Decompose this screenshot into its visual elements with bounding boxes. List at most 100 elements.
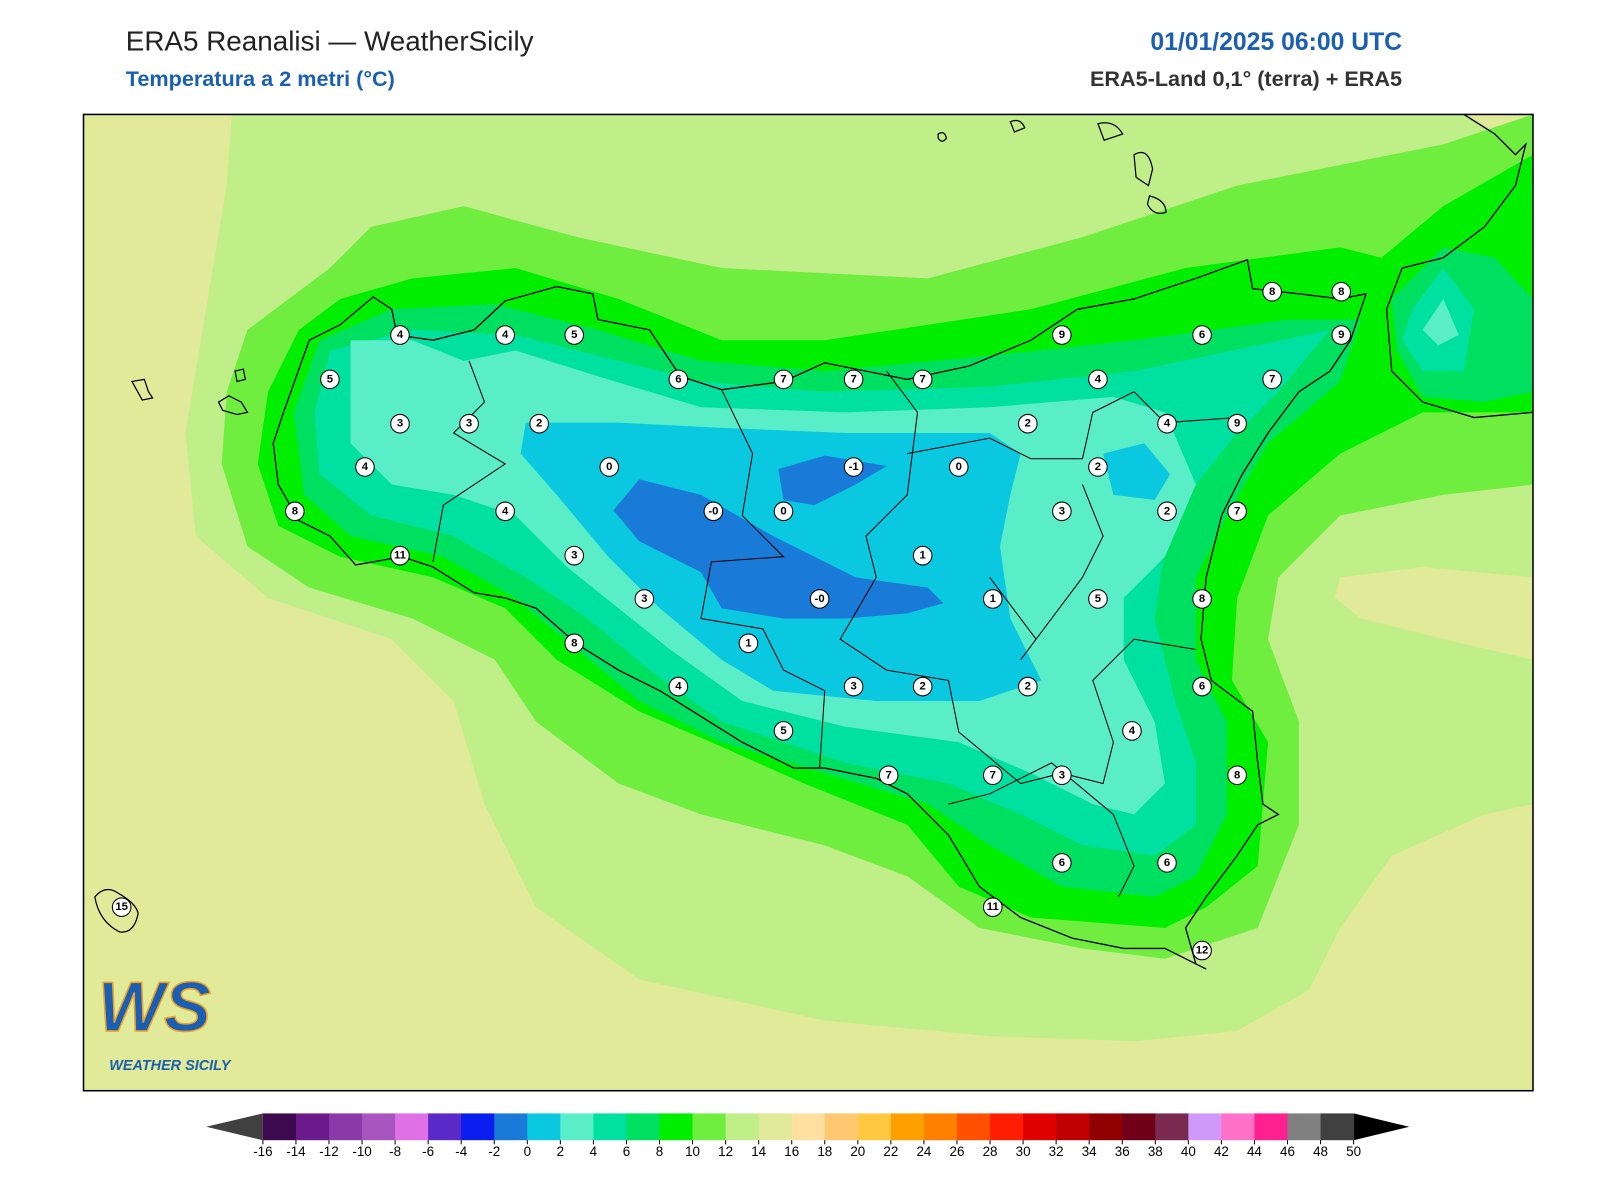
label-value: 12: [1196, 945, 1209, 957]
colorbar-tick-label: -8: [389, 1144, 401, 1159]
station-label: 7: [773, 369, 794, 390]
colorbar-swatch: [262, 1113, 297, 1141]
label-value: 4: [1164, 418, 1171, 430]
station-label: 3: [843, 676, 864, 697]
label-marker: [459, 413, 479, 434]
station-label: 2: [1157, 501, 1177, 522]
calabria-coastline: [1385, 114, 1533, 419]
station-label: 1: [982, 589, 1003, 609]
contour-band: [1422, 298, 1459, 346]
station-label: 8: [564, 633, 585, 654]
label-value: 11: [987, 901, 999, 913]
station-label: 5: [564, 325, 585, 345]
label-marker: [1227, 501, 1247, 522]
station-label: 7: [843, 369, 864, 390]
label-value: 7: [920, 373, 926, 385]
label-marker: [390, 545, 410, 566]
label-value: 5: [571, 329, 577, 341]
colorbar-swatch: [956, 1113, 991, 1141]
station-label: 0: [773, 501, 794, 522]
label-marker: [1088, 457, 1108, 477]
province-border: [700, 389, 826, 769]
label-value: 9: [1234, 418, 1240, 430]
station-label: -0: [703, 501, 724, 522]
colorbar: -16 -14 -12 -10 -8 -6 -4 -2 0 2 4 6 8 10 12 14 16 18 20 22 2…: [206, 1113, 1410, 1159]
label-value: 3: [1059, 505, 1065, 517]
colorbar-swatch: [295, 1113, 330, 1141]
label-value: 4: [1129, 725, 1136, 737]
colorbar-swatch: [692, 1113, 727, 1141]
label-value: 5: [1095, 593, 1101, 605]
station-label: 2: [912, 676, 933, 697]
station-label: 12: [1192, 940, 1212, 961]
colorbar-tick-label: -16: [253, 1144, 272, 1159]
label-marker: [1331, 281, 1352, 302]
colorbar-swatch: [890, 1113, 925, 1141]
station-label: 3: [1052, 765, 1072, 786]
colorbar-swatch: [1320, 1113, 1355, 1141]
colorbar-tick-label: 44: [1247, 1144, 1262, 1159]
colorbar-tick-label: -14: [286, 1144, 306, 1159]
colorbar-tick-label: -12: [319, 1144, 338, 1159]
label-marker: [912, 676, 933, 697]
station-label: -1: [843, 457, 864, 477]
label-value: 8: [1234, 769, 1240, 781]
colorbar-swatch: [659, 1113, 694, 1141]
temperature-field: [83, 114, 1533, 1091]
label-value: 6: [1199, 681, 1205, 693]
colorbar-swatch: [758, 1113, 793, 1141]
colorbar-tick-label: 38: [1148, 1144, 1163, 1159]
label-value: 0: [956, 461, 962, 473]
station-label: 9: [1052, 325, 1072, 345]
colorbar-tick-label: 48: [1313, 1144, 1328, 1159]
label-marker: [1052, 325, 1072, 345]
station-label: 5: [320, 369, 340, 390]
colorbar-swatch: [1254, 1113, 1289, 1141]
label-marker: [773, 501, 794, 522]
station-label: 2: [1018, 676, 1038, 697]
station-label: 6: [1052, 853, 1072, 873]
colorbar-swatch: [1221, 1113, 1255, 1141]
label-value: 4: [502, 329, 509, 341]
label-marker: [1227, 765, 1247, 786]
label-value: 7: [850, 373, 856, 385]
label-value: 4: [502, 505, 509, 517]
station-label: 15: [111, 897, 132, 918]
label-marker: [982, 765, 1003, 786]
label-marker: [285, 501, 305, 522]
label-marker: [738, 633, 759, 654]
colorbar-tick-label: 14: [751, 1144, 766, 1159]
label-value: 6: [1059, 857, 1065, 869]
label-value: 15: [115, 901, 128, 913]
colorbar-tick-label: 22: [883, 1144, 898, 1159]
colorbar-swatch: [725, 1113, 760, 1141]
label-value: 8: [1269, 286, 1275, 298]
label-value: 7: [990, 769, 996, 781]
colorbar-tick-label: -2: [488, 1144, 500, 1159]
label-marker: [809, 589, 830, 609]
colorbar-swatch: [1287, 1113, 1322, 1141]
station-label: 4: [495, 501, 515, 522]
colorbar-tick-label: -10: [352, 1144, 371, 1159]
label-value: 7: [1269, 373, 1275, 385]
label-value: 8: [292, 505, 298, 517]
logo: WS WEATHER SICILY: [97, 967, 232, 1074]
label-marker: [982, 589, 1003, 609]
colorbar-tick-label: -6: [422, 1144, 434, 1159]
station-label: 4: [1088, 369, 1108, 390]
province-border: [989, 484, 1104, 661]
label-value: 4: [362, 461, 369, 473]
label-value: 7: [1234, 505, 1240, 517]
colorbar-swatch: [461, 1113, 495, 1141]
colorbar-tick-label: -4: [455, 1144, 467, 1159]
label-marker: [1052, 765, 1072, 786]
label-marker: [1052, 501, 1072, 522]
label-marker: [1192, 676, 1212, 697]
label-marker: [1052, 853, 1072, 873]
label-value: 8: [1338, 286, 1344, 298]
map-frame: [82, 113, 1534, 1092]
colorbar-tick-label: 20: [850, 1144, 865, 1159]
colorbar-tick-label: 40: [1181, 1144, 1196, 1159]
label-value: 11: [394, 550, 406, 562]
label-value: -1: [849, 461, 859, 473]
